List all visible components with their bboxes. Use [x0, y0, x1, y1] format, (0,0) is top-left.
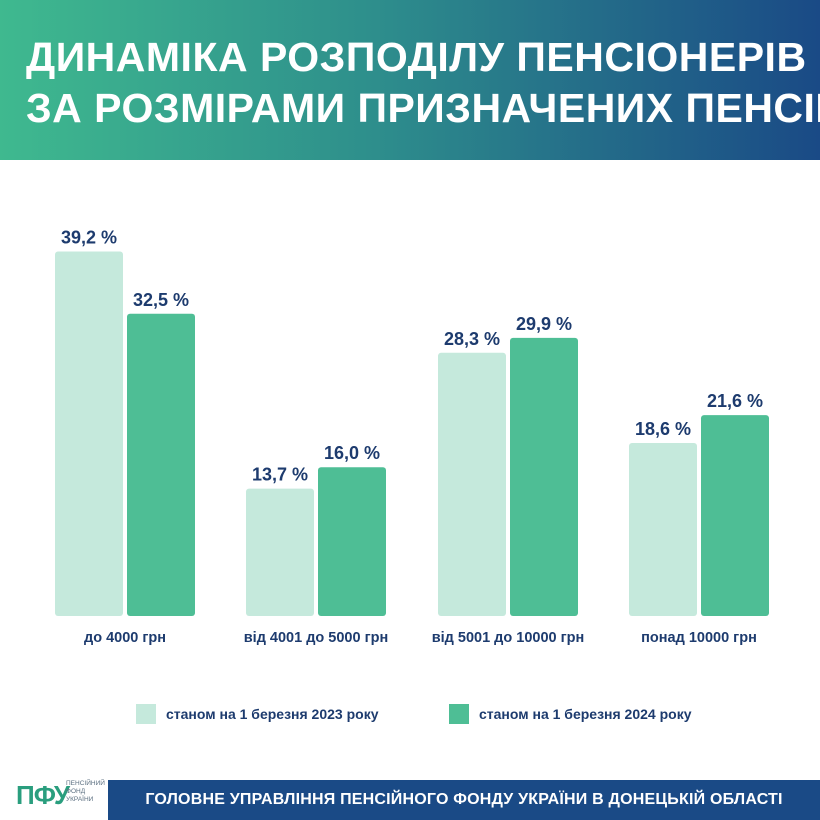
bar-2023-2	[246, 488, 314, 616]
category-label-1: до 4000 грн	[84, 630, 166, 646]
legend-item-2024: станом на 1 березня 2024 року	[449, 704, 691, 724]
value-label-2023-4: 18,6 %	[635, 419, 691, 439]
value-label-2024-1: 32,5 %	[133, 290, 189, 310]
legend-swatch-2024	[449, 704, 469, 724]
bar-chart: 39,2 % 32,5 % до 4000 грн 13,7 % 16,0 % від 4…	[55, 227, 769, 646]
value-label-2024-2: 16,0 %	[324, 443, 380, 463]
legend-label-2023: станом на 1 березня 2023 року	[166, 706, 379, 722]
category-label-3: від 5001 до 10000 грн	[432, 630, 585, 646]
value-label-2023-3: 28,3 %	[444, 329, 500, 349]
bar-2024-4	[701, 415, 769, 616]
category-label-2: від 4001 до 5000 грн	[244, 630, 389, 646]
pfu-logo: ПФУ Пенсійний фонд України	[16, 774, 116, 818]
footer-bar: ГОЛОВНЕ УПРАВЛІННЯ ПЕНСІЙНОГО ФОНДУ УКРА…	[108, 780, 820, 820]
bar-2023-1	[55, 251, 123, 616]
value-label-2023-2: 13,7 %	[252, 465, 308, 485]
bar-2024-3	[510, 337, 578, 616]
value-label-2023-1: 39,2 %	[61, 227, 117, 247]
logo-caption-line-2: фонд	[66, 788, 86, 795]
bar-2023-4	[629, 443, 697, 616]
page-title: ДИНАМІКА РОЗПОДІЛУ ПЕНСІОНЕРІВ ЗА РОЗМІР…	[26, 32, 820, 134]
chart-legend: станом на 1 березня 2023 року станом на …	[0, 700, 820, 730]
logo-caption-line-3: України	[66, 796, 94, 803]
title-line-1: ДИНАМІКА РОЗПОДІЛУ ПЕНСІОНЕРІВ	[26, 34, 807, 80]
bar-2023-3	[438, 352, 506, 616]
bar-2024-2	[318, 467, 386, 616]
value-label-2024-3: 29,9 %	[516, 314, 572, 334]
legend-item-2023: станом на 1 березня 2023 року	[136, 704, 378, 724]
header-banner: ДИНАМІКА РОЗПОДІЛУ ПЕНСІОНЕРІВ ЗА РОЗМІР…	[0, 0, 820, 160]
footer-org-name: ГОЛОВНЕ УПРАВЛІННЯ ПЕНСІЙНОГО ФОНДУ УКРА…	[145, 791, 783, 808]
title-line-2: ЗА РОЗМІРАМИ ПРИЗНАЧЕНИХ ПЕНСІЙ	[26, 85, 820, 131]
bar-2024-1	[127, 313, 195, 616]
logo-caption: Пенсійний фонд України	[66, 780, 114, 804]
logo-caption-line-1: Пенсійний	[66, 780, 105, 787]
category-label-4: понад 10000 грн	[641, 630, 757, 646]
value-label-2024-4: 21,6 %	[707, 391, 763, 411]
logo-mark: ПФУ	[16, 780, 70, 810]
legend-label-2024: станом на 1 березня 2024 року	[479, 706, 692, 722]
legend-swatch-2023	[136, 704, 156, 724]
